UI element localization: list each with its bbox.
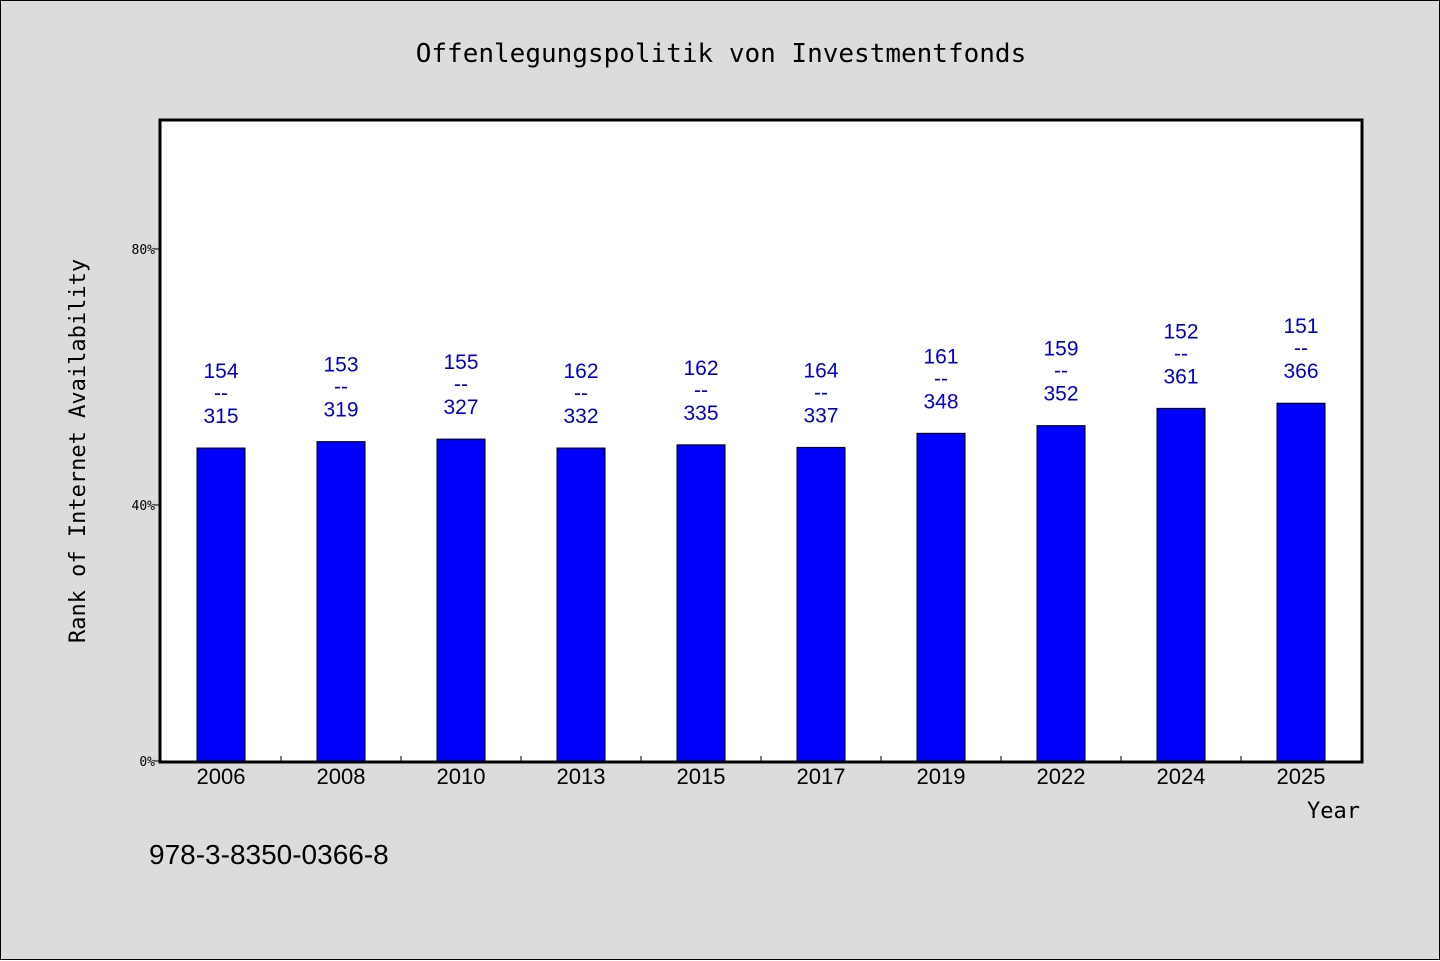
data-label-top-2015: 162 [683,357,718,380]
data-label-top-2019: 161 [923,345,958,368]
y-tick-label-40: 40% [132,499,156,514]
x-tick-label-2025: 2025 [1277,764,1326,789]
data-label-bottom-2017: 337 [803,404,838,427]
bar-2010 [436,438,486,762]
bar-2015 [676,444,726,762]
x-tick-label-2006: 2006 [197,764,246,789]
bar-2019 [916,432,966,762]
data-label-sep-2025: -- [1294,337,1308,360]
bars-group [196,402,1326,762]
x-tick-label-2015: 2015 [677,764,726,789]
data-label-bottom-2010: 327 [443,396,478,419]
x-axis-label: Year [1307,799,1360,824]
bar-2022 [1036,425,1086,762]
x-tick-label-2022: 2022 [1037,764,1086,789]
ticks-group: 2006 2008 2010 2013 2015 2017 2019 2022 2024 2025… [132,243,1326,789]
bar-2013 [556,447,606,762]
data-label-bottom-2015: 335 [683,402,718,425]
data-label-sep-2013: -- [574,382,588,405]
x-tick-label-2008: 2008 [317,764,366,789]
data-label-top-2022: 159 [1043,338,1078,361]
bar-2025 [1276,402,1326,762]
data-label-top-2024: 152 [1163,320,1198,343]
data-label-top-2008: 153 [323,354,358,377]
data-label-sep-2015: -- [694,379,708,402]
x-tick-label-2024: 2024 [1157,764,1206,789]
data-labels-group: 154--315153--319155--327162--332162--335… [203,315,1318,428]
data-label-top-2010: 155 [443,351,478,374]
data-label-top-2017: 164 [803,359,838,382]
data-label-top-2006: 154 [203,360,238,383]
x-tick-label-2013: 2013 [557,764,606,789]
data-label-bottom-2019: 348 [923,390,958,413]
y-tick-label-80: 80% [132,243,156,258]
bar-2008 [316,441,366,762]
y-tick-label-0: 0% [139,755,155,770]
x-tick-label-2019: 2019 [917,764,966,789]
x-tick-label-2017: 2017 [797,764,846,789]
bar-2024 [1156,407,1206,762]
data-label-bottom-2022: 352 [1043,383,1078,406]
data-label-bottom-2024: 361 [1163,365,1198,388]
data-label-bottom-2013: 332 [563,405,598,428]
data-label-sep-2024: -- [1174,342,1188,365]
data-label-sep-2006: -- [214,382,228,405]
footer-isbn: 978-3-8350-0366-8 [149,839,389,870]
data-label-sep-2008: -- [334,376,348,399]
data-label-sep-2022: -- [1054,360,1068,383]
bar-2017 [796,446,846,762]
y-axis-label: Rank of Internet Availability [66,259,91,643]
data-label-top-2013: 162 [563,360,598,383]
chart-title: Offenlegungspolitik von Investmentfonds [416,39,1026,69]
data-label-bottom-2008: 319 [323,399,358,422]
data-label-bottom-2025: 366 [1283,360,1318,383]
x-tick-label-2010: 2010 [437,764,486,789]
data-label-bottom-2006: 315 [203,405,238,428]
bar-2006 [196,447,246,762]
data-label-sep-2017: -- [814,381,828,404]
data-label-top-2025: 151 [1283,315,1318,338]
data-label-sep-2010: -- [454,373,468,396]
data-label-sep-2019: -- [934,367,948,390]
